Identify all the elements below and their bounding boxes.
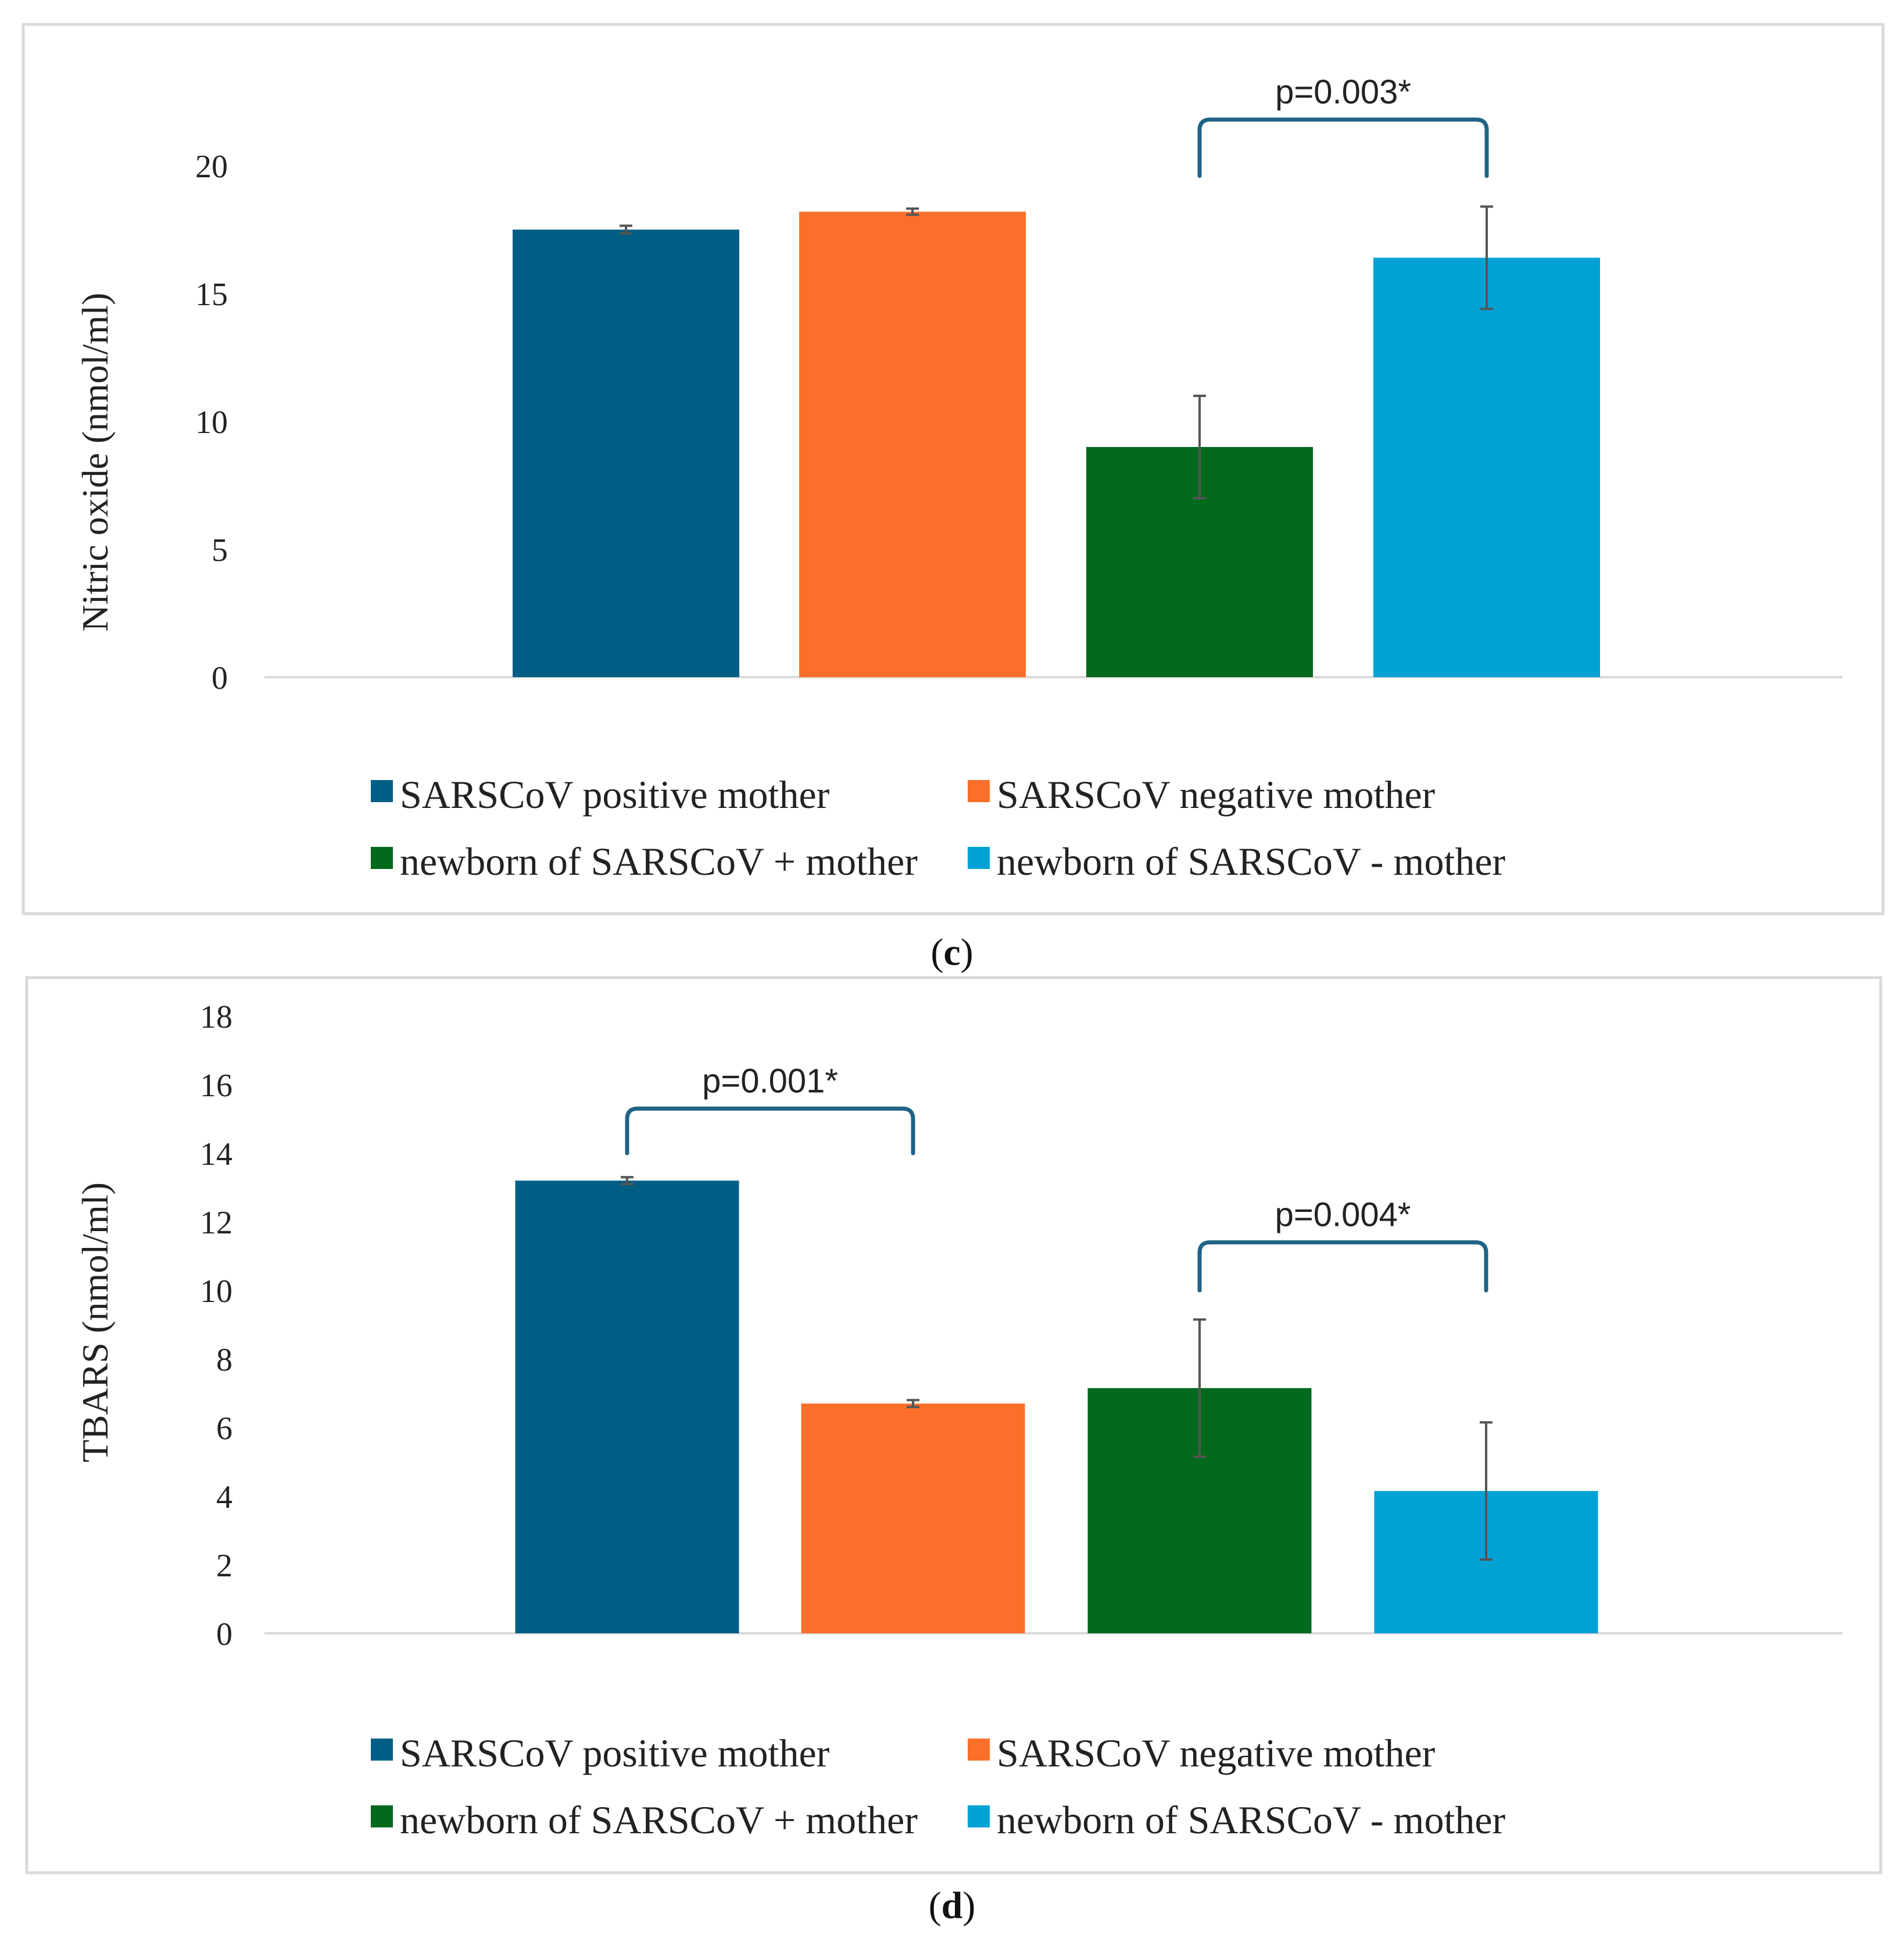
legend-label: SARSCoV negative mother [997, 1731, 1436, 1775]
legend-swatch [968, 847, 990, 869]
panel-letter: d [942, 1884, 963, 1927]
legend-swatch [371, 1805, 393, 1827]
y-tick-label: 18 [200, 999, 232, 1035]
y-tick-label: 12 [200, 1205, 232, 1241]
y-tick-label: 6 [216, 1411, 232, 1447]
significance-label: p=0.003* [1275, 73, 1411, 111]
figure: Nitric oxide (nmol/ml) 05101520 p=0.003*… [0, 0, 1904, 1953]
y-tick-label: 10 [200, 1274, 232, 1310]
y-axis-title: TBARS (nmol/ml) [74, 1182, 116, 1462]
y-tick-label: 15 [195, 277, 228, 313]
legend-swatch [968, 1739, 990, 1761]
legend-label: SARSCoV negative mother [997, 772, 1436, 817]
bar [513, 230, 739, 677]
legend-entry: newborn of SARSCoV - mother [968, 839, 1506, 884]
significance-label: p=0.001* [702, 1062, 838, 1100]
legend-swatch [968, 780, 990, 802]
legend-entry: SARSCoV negative mother [968, 1731, 1436, 1775]
legend-entry: newborn of SARSCoV - mother [968, 1798, 1506, 1842]
y-tick-label: 20 [195, 149, 228, 185]
y-tick-label: 0 [212, 660, 228, 696]
panel-label-c: (c) [930, 931, 973, 974]
y-tick-label: 8 [216, 1342, 232, 1378]
chart-panel-c: Nitric oxide (nmol/ml) 0 5 10 15 20 p=0.003*… [23, 24, 1883, 914]
chart-panel-d: TBARS (nmol/ml) 0 2 4 6 8 10 12 14 16 18 p=0.001*… [27, 978, 1881, 1873]
bar [516, 1181, 739, 1633]
legend-swatch [371, 780, 393, 802]
y-tick-label: 5 [212, 532, 228, 568]
panel-letter: c [943, 931, 960, 974]
y-tick-label: 0 [216, 1616, 232, 1652]
legend-label: newborn of SARSCoV - mother [997, 1798, 1506, 1842]
legend-swatch [968, 1805, 990, 1827]
y-tick-label: 14 [200, 1136, 232, 1172]
legend-entry: newborn of SARSCoV + mother [371, 1798, 918, 1842]
legend-label: newborn of SARSCoV - mother [997, 839, 1506, 884]
legend-label: SARSCoV positive mother [400, 1731, 830, 1775]
legend-label: newborn of SARSCoV + mother [400, 839, 918, 884]
legend-entry: newborn of SARSCoV + mother [371, 839, 918, 884]
y-tick-label: 2 [216, 1548, 232, 1584]
y-axis-title: Nitric oxide (nmol/ml) [74, 293, 116, 632]
y-tick-label: 4 [216, 1479, 232, 1515]
legend-label: SARSCoV positive mother [400, 772, 830, 817]
bar [801, 1404, 1025, 1633]
legend-label: newborn of SARSCoV + mother [400, 1798, 918, 1842]
bar [1373, 257, 1600, 677]
y-tick-label: 16 [200, 1068, 232, 1104]
y-tick-label: 10 [195, 405, 228, 441]
legend-entry: SARSCoV negative mother [968, 772, 1436, 817]
legend-entry: SARSCoV positive mother [371, 772, 830, 817]
significance-label: p=0.004* [1275, 1196, 1411, 1233]
legend-swatch [371, 1739, 393, 1761]
legend-entry: SARSCoV positive mother [371, 1731, 830, 1775]
panel-label-d: (d) [929, 1884, 976, 1927]
legend-swatch [371, 847, 393, 869]
bar [799, 212, 1026, 677]
